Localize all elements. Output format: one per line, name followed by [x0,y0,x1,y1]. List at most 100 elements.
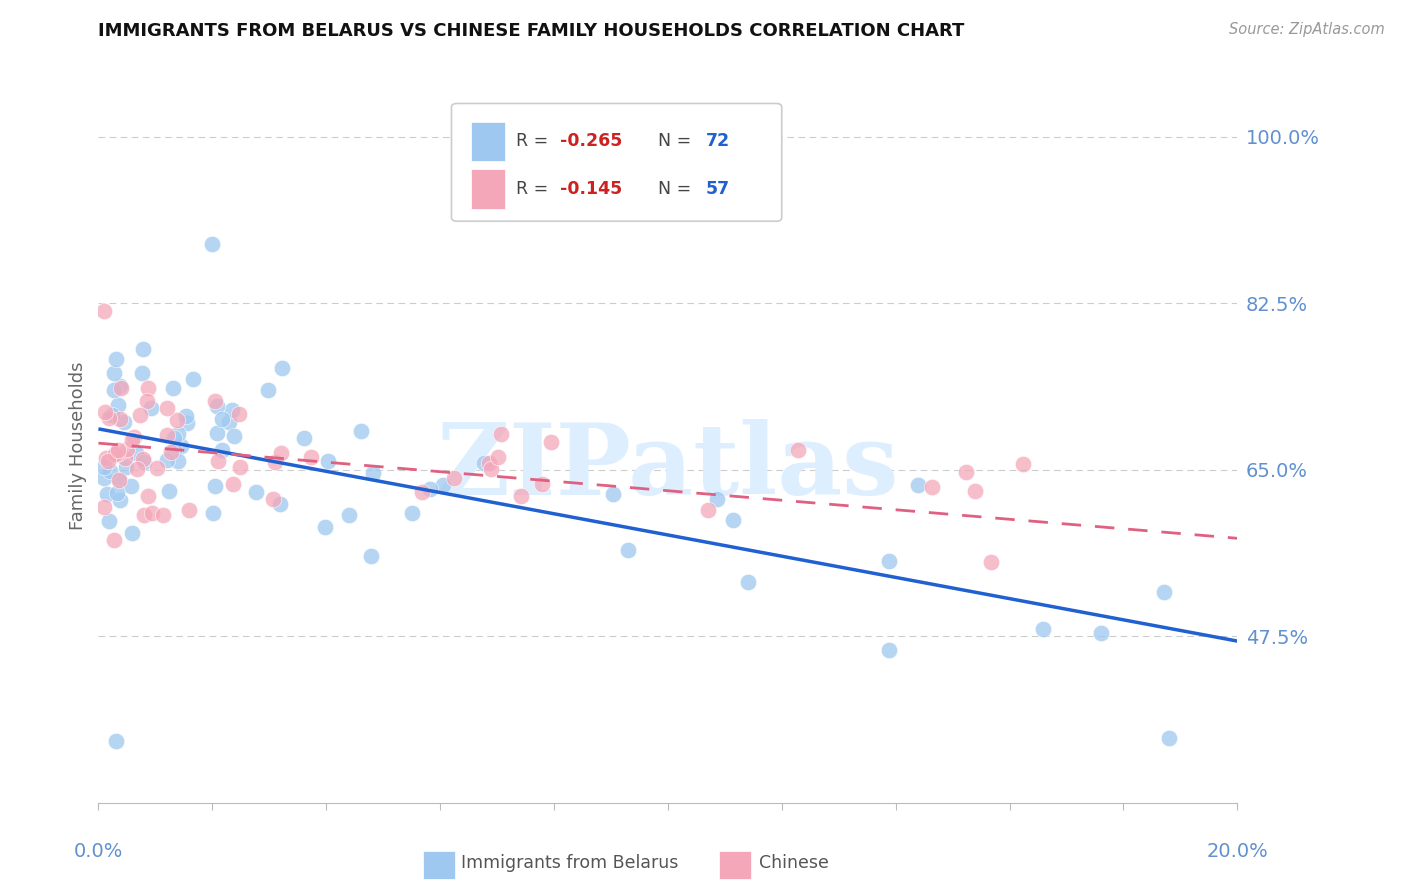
Point [162,381,184,395]
Point [221,477,243,491]
Point [965,484,987,499]
Point [201,507,224,521]
Point [1157,731,1180,745]
Point [540,434,562,449]
Point [314,520,336,534]
Point [263,455,285,469]
Point [93,303,115,318]
Point [907,478,929,492]
Point [786,443,808,458]
Point [980,555,1002,569]
Point [121,525,143,540]
Point [224,429,246,443]
Point [360,549,382,564]
Point [256,383,278,397]
Point [1032,622,1054,636]
Point [103,384,125,398]
Point [181,372,204,386]
Point [96,486,118,500]
Point [166,454,188,468]
Point [179,503,201,517]
Point [163,431,186,445]
Point [146,461,169,475]
Point [107,442,129,457]
Point [100,408,122,422]
Point [105,447,128,461]
Point [510,489,533,503]
Point [132,508,155,522]
Point [211,443,233,458]
Text: IMMIGRANTS FROM BELARUS VS CHINESE FAMILY HOUSEHOLDS CORRELATION CHART: IMMIGRANTS FROM BELARUS VS CHINESE FAMIL… [98,22,965,40]
Point [201,237,224,252]
Text: R =: R = [516,180,554,198]
Point [104,447,127,461]
Point [337,508,360,522]
Point [432,477,454,491]
Text: 57: 57 [706,180,730,198]
Point [121,479,143,493]
Point [141,401,163,416]
Point [156,453,179,467]
Point [97,411,120,425]
Point [93,500,115,515]
Point [229,459,252,474]
Point [125,446,148,460]
Text: N =: N = [647,180,697,198]
Point [114,450,136,465]
Point [349,424,371,438]
Point [361,466,384,480]
Point [141,506,163,520]
Point [108,412,131,426]
Point [159,484,181,499]
Bar [718,851,751,880]
Point [170,439,193,453]
Point [152,508,174,522]
Point [96,450,118,465]
Text: Source: ZipAtlas.com: Source: ZipAtlas.com [1229,22,1385,37]
Point [221,403,243,417]
Text: -0.265: -0.265 [560,132,621,150]
Point [132,455,155,469]
FancyBboxPatch shape [451,103,782,221]
Point [443,471,465,485]
Point [697,502,720,516]
Point [401,506,423,520]
Point [204,479,226,493]
Point [721,513,744,527]
Text: Immigrants from Belarus: Immigrants from Belarus [461,855,678,872]
Point [269,497,291,511]
Point [921,481,943,495]
Point [105,351,128,366]
Point [129,408,152,422]
Point [103,366,125,380]
Point [205,399,228,413]
Point [1153,584,1175,599]
Text: R =: R = [516,132,554,150]
Text: 20.0%: 20.0% [1206,842,1268,861]
Point [132,342,155,356]
Text: -0.145: -0.145 [560,180,621,198]
Point [115,442,138,456]
Point [108,472,131,486]
Point [316,454,339,468]
Point [411,484,433,499]
Point [270,446,292,460]
Point [93,471,115,485]
Point [955,466,977,480]
Bar [423,851,456,880]
Text: ZIPatlas: ZIPatlas [437,419,898,516]
Point [104,734,127,748]
Point [1012,458,1035,472]
Point [121,433,143,447]
Point [167,426,190,441]
Point [93,459,115,474]
Point [228,407,250,421]
Point [105,486,128,500]
Point [131,366,153,380]
Y-axis label: Family Households: Family Households [69,362,87,530]
Point [107,398,129,412]
Point [489,427,512,442]
Point [207,454,229,468]
Point [204,393,226,408]
Point [877,554,900,568]
